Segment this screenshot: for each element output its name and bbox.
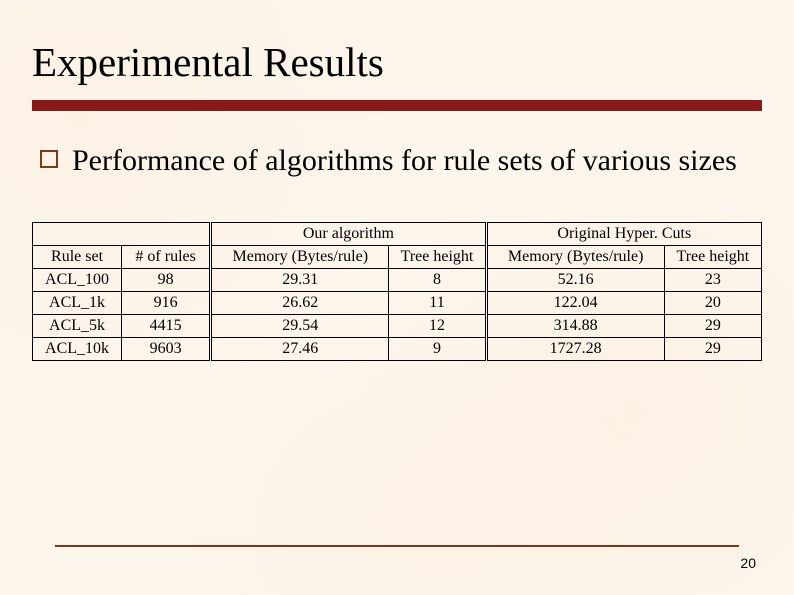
cell: 27.46 <box>211 338 389 361</box>
table-row: ACL_1k 916 26.62 11 122.04 20 <box>33 292 762 315</box>
cell: 26.62 <box>211 292 389 315</box>
square-bullet-icon <box>40 150 58 168</box>
cell: 23 <box>664 269 761 292</box>
table-row: ACL_5k 4415 29.54 12 314.88 29 <box>33 315 762 338</box>
col-num-rules: # of rules <box>122 246 211 269</box>
slide: Experimental Results Performance of algo… <box>0 0 794 595</box>
col-hc-height: Tree height <box>664 246 761 269</box>
cell: 1727.28 <box>486 338 664 361</box>
cell: 29 <box>664 338 761 361</box>
table-body: ACL_100 98 29.31 8 52.16 23 ACL_1k 916 2… <box>33 269 762 361</box>
col-our-height: Tree height <box>389 246 486 269</box>
results-table: Our algorithm Original Hyper. Cuts Rule … <box>32 222 762 361</box>
cell: 9 <box>389 338 486 361</box>
cell: 122.04 <box>486 292 664 315</box>
cell: 916 <box>122 292 211 315</box>
bullet-item: Performance of algorithms for rule sets … <box>32 141 762 180</box>
footer-rule <box>55 545 739 547</box>
cell: 29.31 <box>211 269 389 292</box>
table-row: ACL_10k 9603 27.46 9 1727.28 29 <box>33 338 762 361</box>
cell: ACL_5k <box>33 315 122 338</box>
col-hc-memory: Memory (Bytes/rule) <box>486 246 664 269</box>
cell: 314.88 <box>486 315 664 338</box>
slide-title: Experimental Results <box>32 38 762 86</box>
cell: ACL_100 <box>33 269 122 292</box>
cell: 20 <box>664 292 761 315</box>
header-our-algorithm: Our algorithm <box>211 223 486 246</box>
col-rule-set: Rule set <box>33 246 122 269</box>
header-hypercuts: Original Hyper. Cuts <box>486 223 761 246</box>
cell: 12 <box>389 315 486 338</box>
results-table-container: Our algorithm Original Hyper. Cuts Rule … <box>32 222 762 361</box>
table-header-row-cols: Rule set # of rules Memory (Bytes/rule) … <box>33 246 762 269</box>
cell: 98 <box>122 269 211 292</box>
cell: ACL_1k <box>33 292 122 315</box>
table-row: ACL_100 98 29.31 8 52.16 23 <box>33 269 762 292</box>
cell: 9603 <box>122 338 211 361</box>
cell: 29 <box>664 315 761 338</box>
page-number: 20 <box>740 555 756 571</box>
cell: 4415 <box>122 315 211 338</box>
header-blank <box>33 223 211 246</box>
table-header-row-groups: Our algorithm Original Hyper. Cuts <box>33 223 762 246</box>
cell: 11 <box>389 292 486 315</box>
col-our-memory: Memory (Bytes/rule) <box>211 246 389 269</box>
cell: 52.16 <box>486 269 664 292</box>
cell: 29.54 <box>211 315 389 338</box>
title-underline <box>32 100 762 111</box>
bullet-text: Performance of algorithms for rule sets … <box>72 141 737 180</box>
cell: 8 <box>389 269 486 292</box>
cell: ACL_10k <box>33 338 122 361</box>
